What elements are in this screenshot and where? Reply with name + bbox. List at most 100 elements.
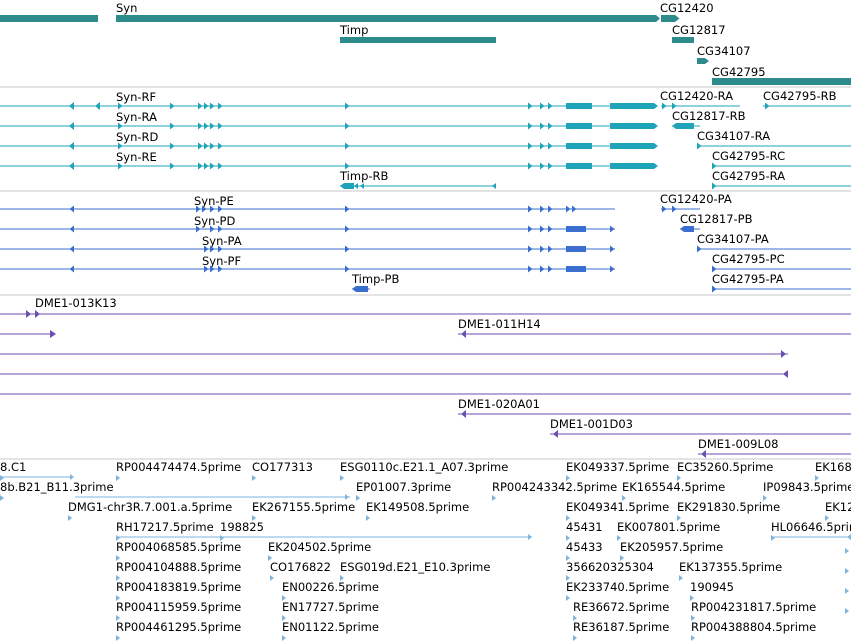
- exon-block-end[interactable]: [610, 163, 658, 169]
- est-marker[interactable]: [573, 635, 577, 641]
- exon-marker[interactable]: [528, 265, 533, 273]
- clone-end[interactable]: [461, 330, 466, 338]
- exon-marker[interactable]: [345, 122, 350, 130]
- exon-marker[interactable]: [218, 122, 223, 130]
- est-marker[interactable]: [825, 515, 829, 521]
- exon-marker[interactable]: [170, 142, 175, 150]
- est-marker[interactable]: [847, 534, 851, 540]
- exon[interactable]: [672, 205, 677, 213]
- exon-marker[interactable]: [540, 225, 545, 233]
- exon-block[interactable]: [566, 163, 592, 169]
- exon[interactable]: [69, 162, 74, 170]
- exon[interactable]: [69, 245, 75, 253]
- exon-marker[interactable]: [548, 102, 553, 110]
- exon-marker[interactable]: [198, 102, 203, 110]
- exon[interactable]: [69, 225, 75, 233]
- exon-marker[interactable]: [528, 162, 533, 170]
- est-marker[interactable]: [677, 515, 681, 521]
- est-marker[interactable]: [622, 495, 626, 501]
- exon[interactable]: [697, 245, 702, 253]
- gene-bar-cg12817[interactable]: [672, 37, 694, 43]
- exon-marker[interactable]: [540, 162, 545, 170]
- exon-marker[interactable]: [528, 122, 533, 130]
- exon[interactable]: [360, 183, 364, 189]
- exon-marker[interactable]: [118, 102, 123, 110]
- exon-marker[interactable]: [218, 265, 223, 273]
- clone-end[interactable]: [553, 430, 558, 438]
- exon[interactable]: [712, 162, 717, 170]
- est-marker[interactable]: [763, 495, 767, 501]
- exon[interactable]: [585, 103, 589, 109]
- exon-marker[interactable]: [540, 205, 545, 213]
- est-marker[interactable]: [70, 474, 74, 480]
- est-marker[interactable]: [528, 534, 532, 540]
- est-marker[interactable]: [771, 535, 775, 541]
- exon[interactable]: [354, 183, 358, 189]
- est-marker[interactable]: [340, 575, 344, 581]
- est-marker[interactable]: [366, 515, 370, 521]
- exon[interactable]: [610, 225, 615, 233]
- exon-marker[interactable]: [528, 245, 533, 253]
- exon[interactable]: [340, 183, 354, 189]
- est-marker[interactable]: [677, 475, 681, 481]
- clone-end[interactable]: [35, 310, 40, 318]
- est-marker[interactable]: [845, 588, 849, 594]
- exon-block-end[interactable]: [610, 103, 658, 109]
- clone-end[interactable]: [781, 350, 786, 358]
- exon[interactable]: [712, 182, 717, 190]
- gene-arrow-cg12420[interactable]: [675, 15, 680, 22]
- est-marker[interactable]: [679, 575, 683, 581]
- exon-marker[interactable]: [345, 102, 350, 110]
- exon-marker[interactable]: [210, 122, 215, 130]
- est-marker[interactable]: [566, 555, 570, 561]
- clone-end[interactable]: [50, 330, 56, 338]
- est-marker[interactable]: [116, 595, 120, 601]
- exon-marker[interactable]: [210, 205, 215, 213]
- exon-marker[interactable]: [196, 205, 201, 213]
- exon[interactable]: [492, 183, 496, 189]
- est-marker[interactable]: [282, 615, 286, 621]
- est-marker[interactable]: [268, 555, 272, 561]
- exon-marker[interactable]: [210, 245, 215, 253]
- exon-marker[interactable]: [204, 122, 209, 130]
- exon-marker[interactable]: [548, 122, 553, 130]
- est-marker[interactable]: [845, 608, 849, 614]
- exon[interactable]: [765, 102, 770, 110]
- gene-bar-cg42795[interactable]: [712, 78, 851, 85]
- exon-marker[interactable]: [218, 162, 223, 170]
- exon-block[interactable]: [566, 143, 592, 149]
- exon[interactable]: [69, 122, 74, 130]
- exon-marker[interactable]: [345, 245, 350, 253]
- exon-marker[interactable]: [548, 142, 553, 150]
- exon-marker[interactable]: [548, 162, 553, 170]
- gene-bar-timp[interactable]: [340, 37, 496, 43]
- est-marker[interactable]: [845, 548, 849, 554]
- exon-block[interactable]: [566, 226, 586, 232]
- est-marker[interactable]: [815, 475, 819, 481]
- exon-block[interactable]: [566, 246, 586, 252]
- exon[interactable]: [712, 265, 717, 273]
- gene-bar-cg34107[interactable]: [697, 58, 705, 64]
- est-marker[interactable]: [566, 575, 570, 581]
- exon-marker[interactable]: [218, 225, 223, 233]
- exon-block-end[interactable]: [610, 123, 658, 129]
- exon-marker[interactable]: [118, 122, 123, 130]
- exon-marker[interactable]: [198, 162, 203, 170]
- exon-block[interactable]: [566, 123, 592, 129]
- exon-marker[interactable]: [170, 102, 175, 110]
- exon[interactable]: [680, 226, 694, 232]
- clone-end[interactable]: [701, 450, 706, 458]
- est-marker[interactable]: [566, 515, 570, 521]
- gene-arrow-cg34107[interactable]: [705, 58, 709, 64]
- exon-marker[interactable]: [528, 225, 533, 233]
- exon-marker[interactable]: [345, 265, 350, 273]
- est-marker[interactable]: [617, 535, 621, 541]
- est-marker[interactable]: [356, 495, 360, 501]
- exon[interactable]: [69, 102, 74, 110]
- est-marker[interactable]: [566, 595, 570, 601]
- est-marker[interactable]: [620, 555, 624, 561]
- exon-marker[interactable]: [204, 265, 209, 273]
- est-marker[interactable]: [116, 615, 120, 621]
- exon[interactable]: [662, 205, 667, 213]
- exon-marker[interactable]: [170, 162, 175, 170]
